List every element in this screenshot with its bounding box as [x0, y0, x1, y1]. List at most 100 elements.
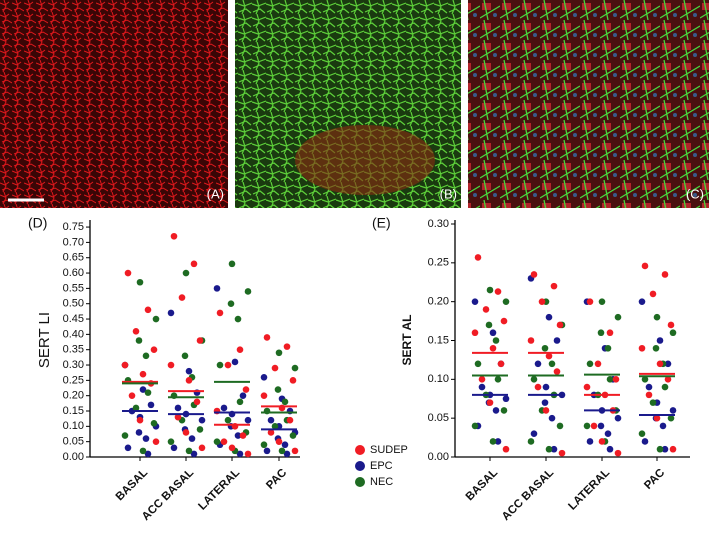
dot: [645, 383, 653, 391]
dot: [502, 298, 510, 305]
dot: [291, 447, 299, 455]
y-tick-label: 0.70: [63, 236, 84, 248]
dot: [185, 377, 193, 384]
dot: [656, 360, 664, 368]
panel-label: (D): [28, 215, 47, 231]
dot: [239, 392, 247, 399]
dot: [216, 309, 224, 317]
dot: [656, 445, 664, 453]
dot: [198, 444, 206, 452]
dot: [492, 407, 500, 414]
dot: [244, 288, 252, 295]
dot: [638, 298, 646, 305]
y-tick-label: 0.05: [428, 412, 449, 424]
dot: [283, 343, 291, 350]
dot: [239, 432, 247, 439]
dot: [545, 445, 553, 453]
dot: [228, 260, 236, 268]
dot: [220, 438, 228, 445]
dot: [124, 444, 132, 452]
y-axis-label: SERT LI: [36, 312, 53, 368]
legend-label: EPC: [370, 460, 393, 472]
dot: [548, 360, 556, 368]
dot: [283, 450, 291, 458]
y-tick-label: 0.40: [63, 328, 84, 340]
dot: [281, 398, 289, 406]
dot: [150, 419, 158, 427]
dot: [236, 398, 244, 406]
dot: [121, 361, 129, 369]
dot: [656, 337, 664, 344]
dot: [244, 450, 252, 458]
dot: [586, 360, 594, 368]
dot: [594, 360, 602, 368]
dot: [502, 395, 510, 403]
dot: [150, 346, 158, 353]
dot: [590, 422, 598, 430]
dot: [598, 438, 606, 445]
dot: [227, 300, 235, 308]
dot: [556, 422, 564, 430]
dot: [196, 426, 204, 433]
dot: [152, 438, 160, 445]
dot: [542, 407, 550, 414]
dot: [196, 337, 204, 344]
dot: [548, 414, 556, 422]
legend-marker: [355, 445, 365, 455]
dot: [236, 450, 244, 458]
legend-label: NEC: [370, 476, 393, 488]
dot: [664, 360, 672, 368]
dot: [541, 344, 549, 352]
dot: [260, 373, 268, 381]
legend-marker: [355, 477, 365, 487]
dot: [527, 438, 535, 445]
dot: [260, 392, 268, 399]
legend-marker: [355, 461, 365, 471]
dot: [527, 337, 535, 344]
dot: [598, 298, 606, 305]
dot: [291, 364, 299, 372]
y-tick-label: 0.20: [428, 296, 449, 308]
y-tick-label: 0.45: [63, 313, 84, 325]
dot: [216, 361, 224, 369]
dot: [649, 399, 657, 406]
dot: [190, 450, 198, 458]
dot: [641, 376, 649, 383]
x-tick-label: BASAL: [114, 467, 151, 504]
dot: [178, 294, 186, 301]
dot: [224, 416, 232, 424]
dot: [124, 269, 132, 277]
dot: [274, 386, 282, 393]
dot: [667, 321, 675, 329]
y-tick-label: 0.05: [63, 436, 84, 448]
dot: [669, 445, 677, 453]
dot: [606, 445, 614, 453]
dot: [471, 329, 479, 337]
dot: [556, 321, 564, 329]
dot: [669, 407, 677, 414]
image-b-region: [295, 125, 435, 195]
dot: [661, 445, 669, 453]
dot: [170, 444, 178, 452]
dot: [489, 344, 497, 352]
y-axis-label: SERT AL: [400, 315, 414, 366]
dot: [586, 438, 594, 445]
dot: [289, 432, 297, 439]
dot: [121, 432, 129, 439]
y-tick-label: 0.25: [428, 257, 449, 269]
dot: [167, 361, 175, 369]
dot: [139, 447, 147, 455]
dot: [645, 391, 653, 399]
dot: [530, 271, 538, 278]
dot: [132, 404, 140, 412]
y-tick-label: 0.10: [63, 420, 84, 432]
y-tick-label: 0.10: [428, 373, 449, 385]
y-tick-label: 0.00: [428, 451, 449, 463]
dot: [494, 438, 502, 445]
y-tick-label: 0.20: [63, 390, 84, 402]
dot: [190, 260, 198, 268]
dot: [139, 370, 147, 378]
dot: [267, 416, 275, 424]
dot: [597, 422, 605, 430]
dot: [263, 334, 271, 341]
